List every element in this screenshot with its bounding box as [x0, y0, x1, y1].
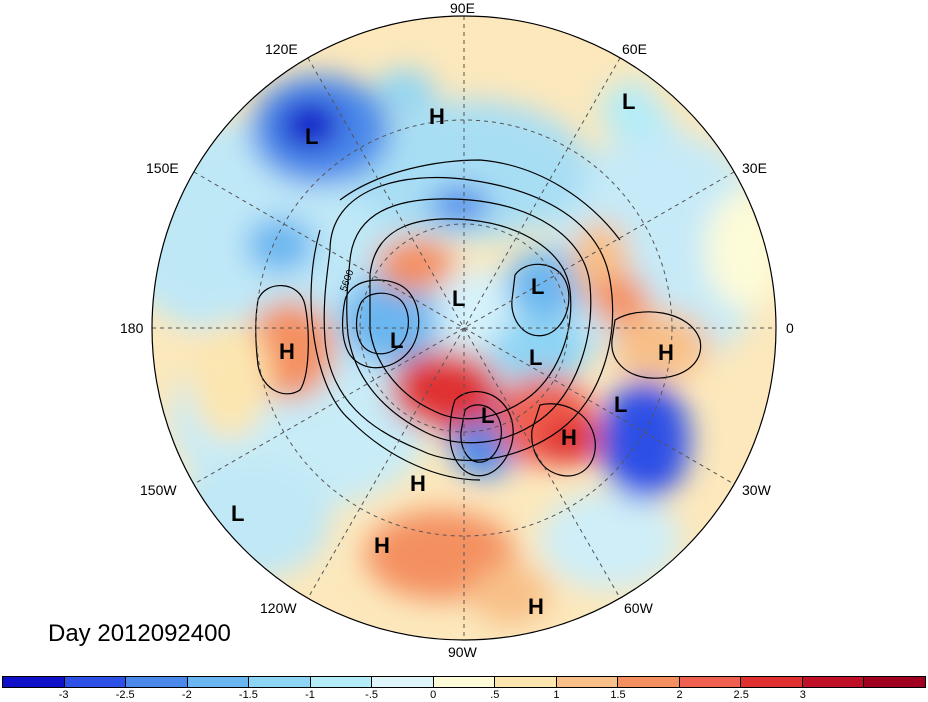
colorbar-swatch	[618, 677, 680, 687]
lon-label-30w: 30W	[742, 482, 771, 498]
colorbar-tick-label: 1	[553, 689, 560, 701]
lon-label-60e: 60E	[622, 41, 647, 57]
colorbar-swatch	[495, 677, 557, 687]
colorbar-tick-label: 3	[799, 689, 806, 701]
pressure-low: L	[531, 274, 545, 299]
pressure-low: H	[374, 533, 390, 558]
colorbar-swatch	[679, 677, 742, 687]
pressure-low: L	[452, 286, 466, 311]
colorbar-tick-label: 2	[676, 689, 683, 701]
colorbar-tick-label: 2.5	[733, 689, 749, 701]
pressure-low: L	[622, 89, 636, 114]
pressure-high: H	[429, 104, 445, 129]
pressure-low: L	[231, 501, 245, 526]
lon-label-90e: 90E	[450, 0, 475, 16]
colorbar-tick-label: -1.5	[238, 689, 258, 701]
colorbar-swatch	[249, 677, 311, 687]
colorbar-swatch	[802, 677, 865, 687]
colorbar-swatch	[556, 677, 619, 687]
colorbar-tick-label: -2.5	[115, 689, 135, 701]
lon-label-0: 0	[786, 320, 794, 336]
lon-label-60w: 60W	[624, 600, 653, 616]
colorbar-tick-label: 0	[430, 689, 437, 701]
lon-label-150e: 150E	[146, 160, 179, 176]
colorbar-swatch	[864, 677, 925, 687]
colorbar-swatch	[64, 677, 127, 687]
colorbar-tick-label: -.5	[365, 689, 379, 701]
pressure-low: L	[390, 328, 404, 353]
colorbar-tick-label: -1	[305, 689, 315, 701]
lon-label-150w: 150W	[140, 482, 177, 498]
colorbar-swatch	[126, 677, 188, 687]
colorbar-tick-label: -2	[181, 689, 192, 701]
lon-label-30e: 30E	[742, 160, 767, 176]
colorbar-tick-label: -3	[58, 689, 69, 701]
pressure-high: H	[561, 425, 577, 450]
height-contours	[255, 159, 702, 481]
colorbar-tick-label: .5	[490, 689, 500, 701]
pressure-high: H	[279, 339, 295, 364]
pressure-low: L	[305, 124, 319, 149]
colorbar-swatch	[310, 677, 373, 687]
pressure-low: L	[481, 403, 495, 428]
colorbar-swatch	[372, 677, 434, 687]
pressure-high: H	[528, 594, 544, 619]
colorbar-swatch	[433, 677, 496, 687]
pressure-high: H	[410, 471, 426, 496]
colorbar-swatch	[187, 677, 250, 687]
lon-label-120e: 120E	[265, 41, 298, 57]
pressure-low: L	[529, 345, 543, 370]
colorbar	[2, 676, 926, 688]
lon-label-180: 180	[120, 320, 144, 336]
day-title: Day 2012092400	[48, 620, 231, 647]
lon-label-90w: 90W	[448, 644, 477, 660]
map-boundary	[151, 15, 777, 641]
colorbar-swatch	[741, 677, 803, 687]
colorbar-tick-label: 1.5	[610, 689, 626, 701]
colorbar-swatch	[3, 677, 65, 687]
pressure-low: L	[614, 392, 628, 417]
graticule	[152, 16, 776, 640]
lon-label-120w: 120W	[260, 600, 297, 616]
pressure-high: H	[658, 340, 674, 365]
